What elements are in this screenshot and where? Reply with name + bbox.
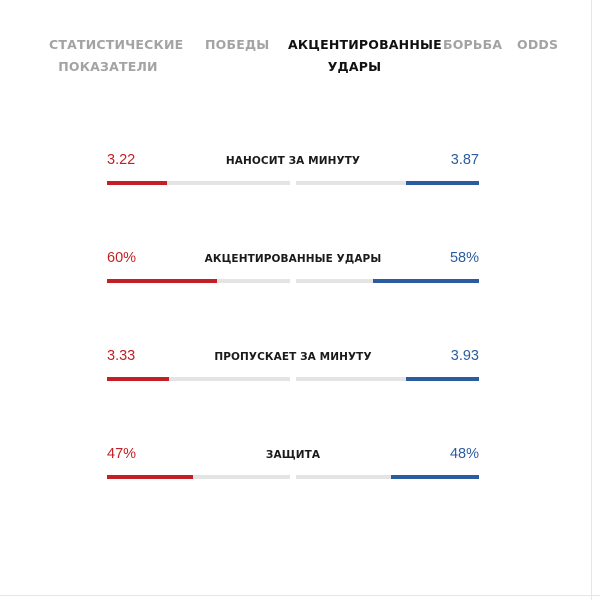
right-bar-track <box>296 475 479 479</box>
stat-row-strikes-per-minute: 3.22 Наносит за минуту 3.87 <box>107 150 479 200</box>
right-bar-fill <box>405 181 479 185</box>
tab-label-line: Акцентированные <box>288 37 442 52</box>
left-bar-fill <box>107 279 217 283</box>
left-bar-fill <box>107 475 193 479</box>
right-fighter-value: 3.93 <box>450 348 479 364</box>
left-bar-track <box>107 181 290 185</box>
tab-significant-strikes[interactable]: Акцентированные Удары <box>288 34 442 78</box>
comparison-bars <box>107 475 479 479</box>
left-bar-fill <box>107 377 170 381</box>
tab-statistics[interactable]: Статистические Показатели <box>49 34 184 78</box>
right-fighter-value: 3.87 <box>450 152 479 168</box>
stat-label: Пропускает за минуту <box>214 351 372 363</box>
tab-label-line: Победы <box>205 37 270 52</box>
tab-label-line: Статистические <box>49 37 184 52</box>
tab-label-line: Удары <box>327 59 382 74</box>
frame-bottom-border <box>0 595 600 596</box>
stat-row-defense: 47% Защита 48% <box>107 444 479 494</box>
tab-odds[interactable]: ODDS <box>517 34 559 56</box>
tab-label-line: ODDS <box>517 37 559 52</box>
left-fighter-value: 3.22 <box>107 152 136 168</box>
left-bar-fill <box>107 181 168 185</box>
stat-label: Защита <box>265 449 321 461</box>
right-fighter-value: 48% <box>449 446 479 462</box>
tab-label-line: Показатели <box>58 59 158 74</box>
stat-row-absorbed-per-minute: 3.33 Пропускает за минуту 3.93 <box>107 346 479 396</box>
left-bar-track <box>107 377 290 381</box>
left-bar-track <box>107 279 290 283</box>
left-fighter-value: 60% <box>107 250 137 266</box>
comparison-bars <box>107 181 479 185</box>
right-bar-fill <box>405 377 479 381</box>
stats-tabs: Статистические Показатели Победы Акценти… <box>0 34 600 84</box>
right-bar-track <box>296 377 479 381</box>
left-fighter-value: 3.33 <box>107 348 136 364</box>
tab-grappling[interactable]: Борьба <box>443 34 503 56</box>
right-bar-fill <box>391 475 479 479</box>
stat-row-significant-strikes: 60% Акцентированные удары 58% <box>107 248 479 298</box>
right-bar-fill <box>372 279 479 283</box>
left-bar-track <box>107 475 290 479</box>
right-bar-track <box>296 279 479 283</box>
comparison-bars <box>107 279 479 283</box>
right-fighter-value: 58% <box>449 250 479 266</box>
stat-label: Акцентированные удары <box>204 253 382 265</box>
tab-label-line: Борьба <box>443 37 503 52</box>
tab-wins[interactable]: Победы <box>205 34 270 56</box>
comparison-bars <box>107 377 479 381</box>
left-fighter-value: 47% <box>107 446 137 462</box>
frame-right-border <box>591 0 592 600</box>
stat-label: Наносит за минуту <box>225 155 361 167</box>
right-bar-track <box>296 181 479 185</box>
